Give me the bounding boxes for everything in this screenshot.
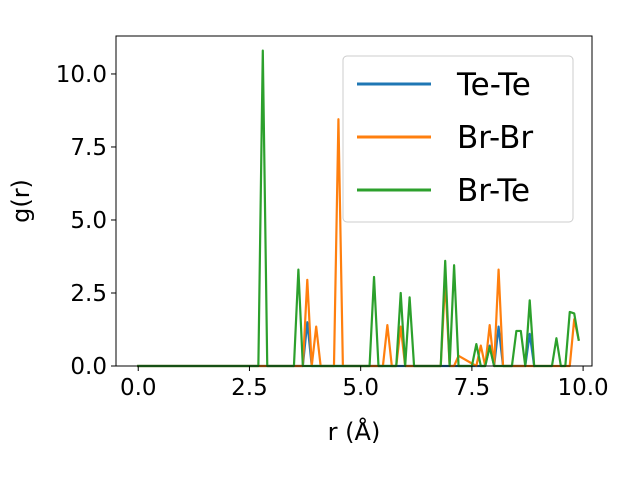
- legend-label-br-te: Br-Te: [457, 173, 530, 209]
- y-axis: 0.0 2.5 5.0 7.5 10.0: [56, 62, 116, 380]
- x-tick-label: 10.0: [557, 375, 608, 401]
- x-tick-label: 2.5: [231, 375, 268, 401]
- x-tick-label: 7.5: [454, 375, 491, 401]
- y-tick-label: 10.0: [56, 62, 107, 88]
- x-axis-label: r (Å): [328, 417, 381, 446]
- y-axis-label: g(r): [7, 179, 35, 223]
- x-tick-label: 0.0: [120, 375, 157, 401]
- legend-label-br-br: Br-Br: [457, 120, 533, 156]
- y-tick-label: 7.5: [70, 135, 107, 161]
- y-tick-label: 0.0: [70, 354, 107, 380]
- x-axis: 0.0 2.5 5.0 7.5 10.0: [120, 366, 609, 401]
- y-tick-label: 2.5: [70, 281, 107, 307]
- legend-label-te-te: Te-Te: [456, 67, 531, 103]
- x-tick-label: 5.0: [342, 375, 379, 401]
- legend: Te-Te Br-Br Br-Te: [342, 55, 574, 223]
- plot-frame: [115, 35, 593, 367]
- legend-box: [342, 55, 574, 223]
- y-tick-label: 5.0: [70, 208, 107, 234]
